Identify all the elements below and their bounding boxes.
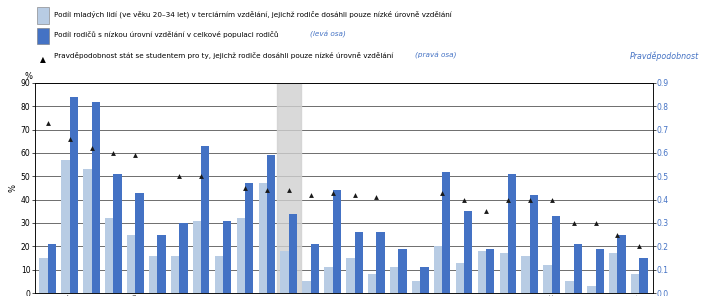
Bar bbox=[324, 267, 332, 293]
Bar bbox=[48, 244, 56, 293]
Bar bbox=[500, 253, 508, 293]
Bar bbox=[477, 251, 486, 293]
Bar bbox=[552, 216, 560, 293]
Text: (levá osa): (levá osa) bbox=[310, 31, 346, 38]
Bar bbox=[289, 214, 297, 293]
Bar bbox=[508, 174, 516, 293]
Bar bbox=[456, 263, 464, 293]
Bar bbox=[61, 160, 70, 293]
Bar bbox=[302, 281, 311, 293]
Bar bbox=[442, 172, 451, 293]
Bar bbox=[355, 232, 363, 293]
Bar bbox=[180, 223, 187, 293]
Bar bbox=[530, 195, 538, 293]
Bar bbox=[277, 83, 301, 293]
Bar bbox=[412, 281, 420, 293]
Bar bbox=[171, 256, 180, 293]
Bar bbox=[596, 249, 604, 293]
Bar bbox=[149, 256, 157, 293]
Bar bbox=[157, 235, 166, 293]
Text: Podíl mladých lidí (ve věku 20–34 let) v terciárním vzdělání, jejichž rodiče dos: Podíl mladých lidí (ve věku 20–34 let) v… bbox=[54, 10, 452, 18]
Bar bbox=[193, 221, 201, 293]
Y-axis label: %: % bbox=[9, 184, 18, 192]
Bar bbox=[215, 256, 223, 293]
Bar bbox=[544, 265, 552, 293]
Bar bbox=[390, 267, 398, 293]
Bar bbox=[574, 244, 582, 293]
Bar bbox=[434, 246, 442, 293]
Text: Podíl rodičů s nízkou úrovní vzdělání v celkové populaci rodičů: Podíl rodičů s nízkou úrovní vzdělání v … bbox=[54, 31, 280, 38]
Text: ▲: ▲ bbox=[40, 55, 46, 64]
Text: Pravděpodobnost: Pravděpodobnost bbox=[630, 52, 699, 61]
Bar bbox=[521, 256, 530, 293]
Bar bbox=[40, 258, 48, 293]
Bar bbox=[398, 249, 407, 293]
Bar bbox=[609, 253, 617, 293]
Bar bbox=[136, 193, 143, 293]
Bar bbox=[201, 146, 210, 293]
Bar bbox=[617, 235, 626, 293]
Bar bbox=[420, 267, 428, 293]
Bar bbox=[259, 183, 267, 293]
Bar bbox=[245, 183, 253, 293]
Bar bbox=[223, 221, 231, 293]
Bar bbox=[127, 235, 136, 293]
Bar bbox=[267, 155, 275, 293]
Text: Pravděpodobnost stát se studentem pro ty, jejichž rodiče dosáhli pouze nízké úro: Pravděpodobnost stát se studentem pro ty… bbox=[54, 52, 396, 59]
Bar bbox=[70, 97, 78, 293]
Bar bbox=[113, 174, 122, 293]
Bar bbox=[640, 258, 647, 293]
Bar bbox=[332, 190, 341, 293]
Bar bbox=[92, 102, 100, 293]
Bar bbox=[236, 218, 245, 293]
Bar bbox=[368, 274, 376, 293]
Bar bbox=[311, 244, 319, 293]
Bar bbox=[631, 274, 640, 293]
Text: (pravá osa): (pravá osa) bbox=[415, 52, 456, 59]
Bar bbox=[376, 232, 385, 293]
Bar bbox=[486, 249, 495, 293]
Text: %: % bbox=[25, 73, 33, 81]
Bar bbox=[105, 218, 113, 293]
Bar bbox=[587, 286, 596, 293]
Bar bbox=[464, 211, 472, 293]
Bar bbox=[280, 251, 289, 293]
Bar bbox=[565, 281, 574, 293]
Bar bbox=[83, 169, 92, 293]
Bar bbox=[346, 258, 355, 293]
